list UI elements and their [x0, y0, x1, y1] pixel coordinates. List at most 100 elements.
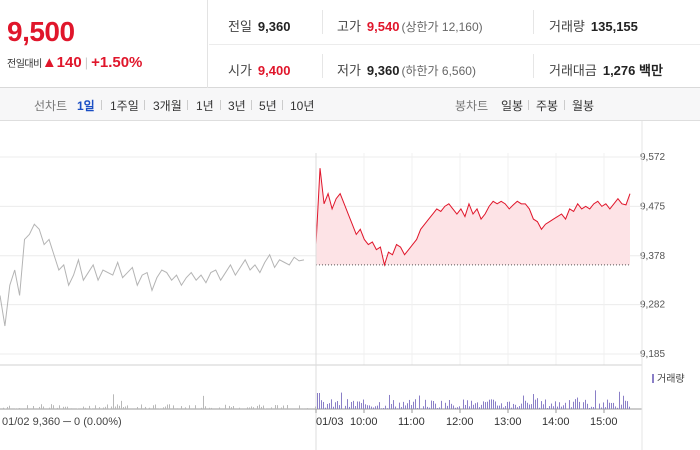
volume-bar [565, 402, 566, 409]
volume-bar [359, 401, 360, 409]
period-10y-tab[interactable]: 10년 [290, 99, 315, 113]
volume-bar [321, 400, 322, 409]
volume-bar [509, 401, 510, 409]
volume-bar [63, 406, 64, 409]
y-tick-label: 9,282 [640, 300, 665, 311]
volume-bar [543, 404, 544, 409]
x-tick-label: 13:00 [494, 416, 522, 428]
period-1y-tab[interactable]: 1년 [196, 99, 214, 113]
volume-bar [475, 403, 476, 409]
volume-bar [439, 407, 440, 409]
volume-bar [587, 403, 588, 409]
volume-bar [365, 404, 366, 409]
volume-bar [225, 404, 226, 409]
volume-bar [259, 404, 260, 409]
volume-bar [127, 405, 128, 409]
volume-bar [581, 408, 582, 409]
change-divider: | [84, 55, 89, 70]
volume-bar [373, 407, 374, 409]
volume-bar [263, 405, 264, 409]
volume-bar [451, 403, 452, 409]
volume-bar [515, 404, 516, 409]
volume-bar [181, 406, 182, 409]
volume-bar [39, 406, 40, 409]
price-chart: 9,572 9,475 9,378 9,282 9,185 거래량 01/02 9,36… [0, 121, 685, 450]
stats-col-divider [322, 10, 323, 34]
volume-bar [17, 408, 18, 409]
volume-bar [405, 405, 406, 409]
volume-bar [467, 400, 468, 409]
volume-bar [153, 405, 154, 409]
stat-sub: (상한가 12,160) [401, 20, 483, 34]
volume-bar [625, 400, 626, 409]
volume-bar [51, 404, 52, 409]
period-3y-tab[interactable]: 3년 [228, 99, 246, 113]
volume-bar [435, 403, 436, 409]
y-tick-label: 9,378 [640, 251, 665, 262]
change-line: 전일대비▲140 | +1.50% [7, 54, 142, 71]
stat-volume: 거래량 135,155 [549, 16, 638, 35]
volume-bar [261, 406, 262, 409]
toolbar-divider [144, 100, 145, 110]
volume-bar [437, 408, 438, 409]
volume-bar [95, 405, 96, 409]
stat-value: 9,400 [257, 63, 291, 78]
volume-bar [519, 406, 520, 409]
x-tick-label: 15:00 [590, 416, 618, 428]
volume-bar [557, 406, 558, 409]
candle-monthly-tab[interactable]: 월봉 [572, 99, 595, 113]
period-5y-tab[interactable]: 5년 [259, 99, 277, 113]
volume-bar [579, 401, 580, 409]
volume-bar [523, 395, 524, 409]
volume-bar [477, 402, 478, 409]
volume-bar [105, 406, 106, 409]
volume-bar [99, 407, 100, 409]
y-tick-label: 9,572 [640, 152, 665, 163]
volume-bar [189, 405, 190, 409]
volume-bar [19, 408, 20, 409]
period-1w-tab[interactable]: 1주일 [110, 99, 139, 113]
volume-bar [481, 404, 482, 409]
volume-bar [315, 406, 316, 409]
volume-bar [615, 406, 616, 409]
volume-bar [603, 402, 604, 409]
x-tick-label: 12:00 [446, 416, 474, 428]
volume-bar [121, 400, 122, 409]
volume-bar [253, 407, 254, 409]
volume-bar [621, 404, 622, 409]
volume-legend-label: 거래량 [657, 373, 685, 385]
volume-bar [339, 405, 340, 409]
stat-prev-close: 전일 9,360 [228, 16, 290, 35]
volume-bar [499, 405, 500, 409]
volume-bar [387, 408, 388, 409]
candle-daily-tab[interactable]: 일봉 [501, 99, 524, 113]
volume-bar [287, 405, 288, 409]
volume-bar [375, 406, 376, 409]
volume-bar [331, 399, 332, 409]
volume-bar [187, 408, 188, 409]
volume-bar [611, 402, 612, 409]
volume-bar [445, 402, 446, 409]
volume-bar [605, 407, 606, 409]
volume-bar [541, 401, 542, 409]
period-3m-tab[interactable]: 3개월 [153, 99, 182, 113]
volume-bar [247, 407, 248, 409]
change-label: 전일대비 [7, 59, 42, 70]
toolbar-divider [282, 100, 283, 110]
volume-bar [317, 393, 318, 409]
volume-bar [239, 407, 240, 409]
volume-bar [211, 407, 212, 409]
volume-bar [363, 399, 364, 409]
volume-bar [501, 403, 502, 409]
volume-bar [357, 401, 358, 409]
period-1d-tab[interactable]: 1일 [77, 99, 95, 113]
volume-bar [529, 404, 530, 409]
stat-label: 거래량 [549, 19, 585, 34]
volume-bar [369, 405, 370, 409]
candle-weekly-tab[interactable]: 주봉 [536, 99, 559, 113]
volume-bar [407, 403, 408, 409]
volume-bar [335, 402, 336, 409]
volume-bar [347, 399, 348, 409]
volume-bar [353, 400, 354, 409]
stats-row-divider [209, 44, 700, 45]
